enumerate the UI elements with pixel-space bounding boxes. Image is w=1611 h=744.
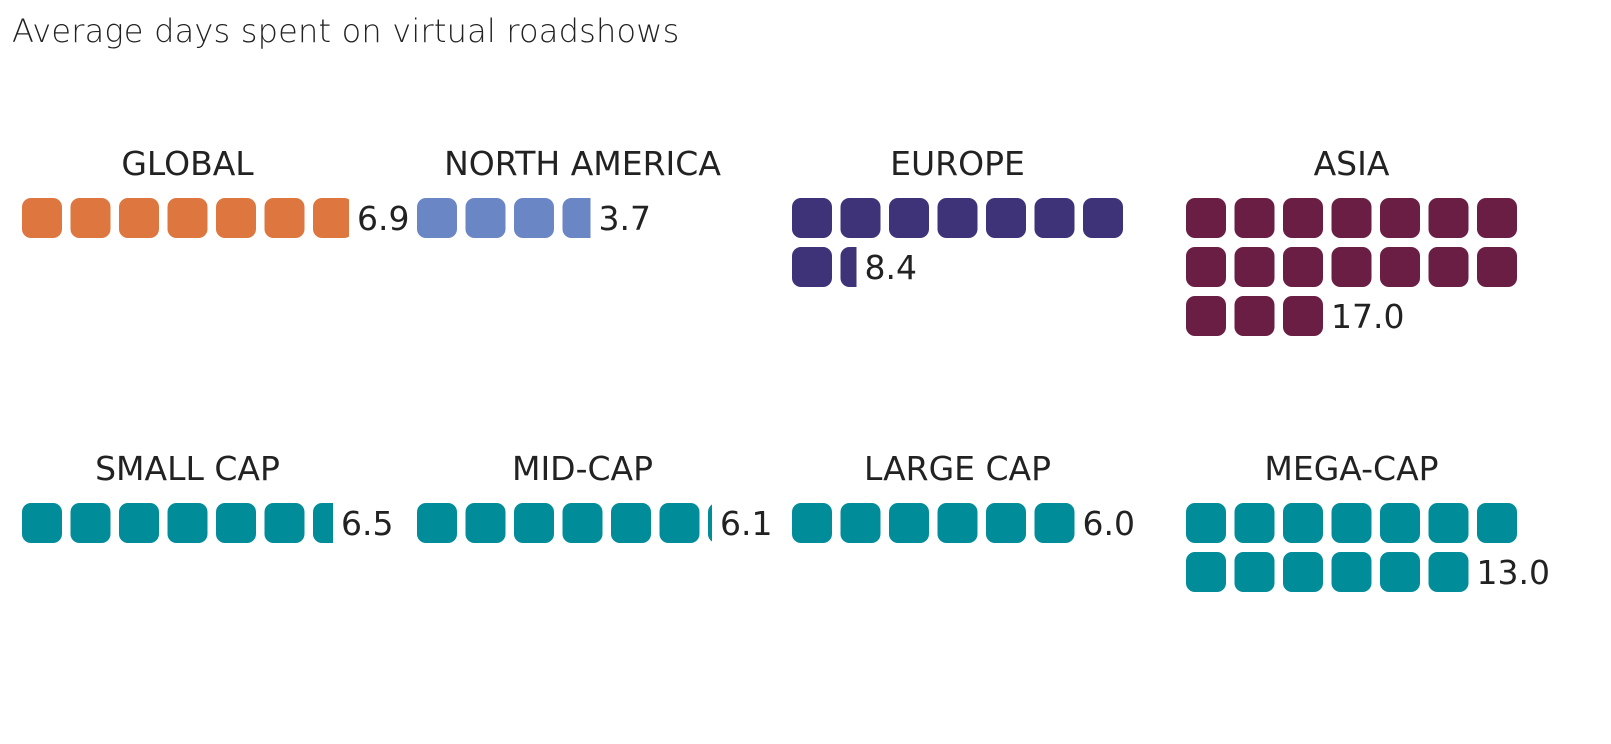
panel-north-america: NORTH AMERICA 3.7 [417,144,721,238]
waffle-square [1477,503,1517,543]
waffle-square [1034,503,1075,543]
waffle-square [1186,552,1226,592]
waffle-square [562,503,603,543]
waffle-square [986,503,1026,543]
waffle-square [840,503,881,543]
waffle-square [1034,198,1075,238]
waffle-square [216,198,256,238]
waffle-square [1234,296,1275,336]
waffle-square-partial [313,198,349,238]
waffle-square [1186,296,1226,336]
waffle-square [119,198,159,238]
waffle-square [119,503,159,543]
waffle-square [889,198,929,238]
panel-global: GLOBAL 6.9 [22,144,409,238]
panel-small-cap: SMALL CAP 6.5 [22,449,393,543]
waffle-square [1283,296,1323,336]
panel-mid-cap: MID-CAP 6.1 [417,449,772,543]
waffle-square [1428,198,1469,238]
panel-asia: ASIA 17.0 [1186,144,1517,336]
waffle-square [1380,198,1420,238]
waffle-square [1234,198,1275,238]
value-label-asia: 17.0 [1331,297,1404,336]
waffle-square [1428,247,1469,287]
waffle-square [1283,198,1323,238]
waffle-square [937,198,978,238]
value-label-global: 6.9 [357,199,409,238]
waffle-square [1428,503,1469,543]
waffle-square [1380,552,1420,592]
waffle-square [70,503,111,543]
waffle-square-partial [840,247,857,287]
value-label-mid-cap: 6.1 [720,504,772,543]
value-label-small-cap: 6.5 [341,504,393,543]
waffle-square [1186,247,1226,287]
waffle-square [792,247,832,287]
panel-title-mid-cap: MID-CAP [512,449,653,488]
waffle-square [1283,552,1323,592]
waffle-square [1380,503,1420,543]
waffle-square [465,503,506,543]
waffle-square [986,198,1026,238]
waffle-square [1234,247,1275,287]
value-label-europe: 8.4 [865,248,917,287]
panel-title-global: GLOBAL [121,144,254,183]
waffle-square [465,198,506,238]
panel-title-europe: EUROPE [890,144,1025,183]
waffle-square [70,198,111,238]
waffle-square [1331,198,1372,238]
panel-title-asia: ASIA [1314,144,1390,183]
chart-title: Average days spent on virtual roadshows [12,12,680,50]
waffle-square [937,503,978,543]
waffle-square [1234,503,1275,543]
panel-title-large-cap: LARGE CAP [864,449,1051,488]
panel-title-north-america: NORTH AMERICA [444,144,721,183]
waffle-square [22,198,62,238]
waffle-square [1283,247,1323,287]
waffle-square [1331,247,1372,287]
waffle-square [792,198,832,238]
waffle-square [1428,552,1469,592]
waffle-square [1186,503,1226,543]
waffle-square [514,503,554,543]
waffle-square [611,503,651,543]
waffle-square [264,198,305,238]
waffle-square [792,503,832,543]
waffle-square [1477,198,1517,238]
waffle-square-partial [313,503,333,543]
waffle-square [659,503,700,543]
waffle-square [840,198,881,238]
waffle-square [1331,503,1372,543]
waffle-square-partial [562,198,591,238]
value-label-north-america: 3.7 [599,199,651,238]
waffle-square [514,198,554,238]
waffle-square [417,198,457,238]
waffle-square [1380,247,1420,287]
waffle-square [1083,198,1123,238]
panel-title-small-cap: SMALL CAP [95,449,280,488]
waffle-square [22,503,62,543]
waffle-square-partial [708,504,712,542]
waffle-square [889,503,929,543]
value-label-large-cap: 6.0 [1083,504,1135,543]
value-label-mega-cap: 13.0 [1477,553,1550,592]
waffle-square [167,503,208,543]
waffle-square [1331,552,1372,592]
panel-mega-cap: MEGA-CAP 13.0 [1186,449,1550,592]
waffle-square [264,503,305,543]
waffle-square [167,198,208,238]
waffle-square [1234,552,1275,592]
panel-europe: EUROPE 8.4 [792,144,1123,287]
waffle-square [1186,198,1226,238]
panel-large-cap: LARGE CAP 6.0 [792,449,1135,543]
waffle-square [216,503,256,543]
waffle-square [417,503,457,543]
panel-title-mega-cap: MEGA-CAP [1264,449,1438,488]
waffle-square [1283,503,1323,543]
waffle-square [1477,247,1517,287]
